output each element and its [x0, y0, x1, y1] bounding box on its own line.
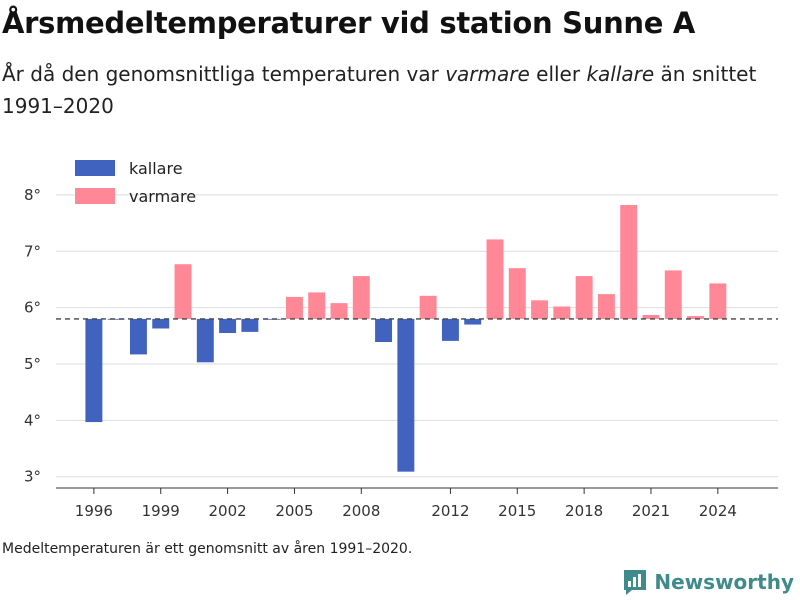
bar-2021 [642, 314, 660, 319]
bar-2003 [241, 318, 259, 332]
legend-label-warmer: varmare [129, 187, 196, 206]
bar-1997 [107, 318, 125, 320]
subtitle-text-3: än snittet 1991–2020 [2, 62, 757, 118]
bar-2016 [531, 300, 549, 319]
bar-2013 [464, 318, 482, 325]
footnote: Medeltemperaturen är ett genomsnitt av å… [2, 541, 413, 557]
y-tick-label: 6° [24, 299, 41, 317]
x-tick-label: 2005 [275, 502, 313, 520]
newsworthy-logo-icon [624, 570, 647, 595]
brand: Newsworthy [622, 568, 794, 596]
chart-subtitle: År då den genomsnittliga temperaturen va… [2, 58, 792, 122]
bar-2011 [419, 295, 437, 319]
legend-swatch-warmer [75, 188, 115, 204]
temperature-bar-chart: 3° 4° 5° 6° 7° 8° 1996 1999 2002 2005 2008 2012 2015… [24, 159, 778, 520]
x-tick-label: 2008 [342, 502, 380, 520]
bar-2014 [486, 239, 504, 319]
y-tick-label: 4° [24, 411, 41, 429]
chart-title: Årsmedeltemperaturer vid station Sunne A [2, 6, 696, 40]
x-tick-label: 2015 [498, 502, 536, 520]
y-tick-label: 5° [24, 355, 41, 373]
bar-2009 [375, 318, 393, 343]
legend: kallare varmare [75, 159, 196, 206]
bar-2020 [620, 205, 638, 319]
bar-2010 [397, 318, 415, 472]
y-tick-label: 3° [24, 468, 41, 486]
subtitle-colder: kallare [586, 62, 655, 86]
x-tick-label: 1996 [75, 502, 113, 520]
bar-2022 [664, 270, 682, 319]
bar-1998 [129, 318, 147, 355]
grid-lines [56, 194, 778, 478]
bar-2002 [219, 318, 237, 333]
bar-1999 [152, 318, 170, 329]
brand-name: Newsworthy [654, 570, 794, 594]
bar-2015 [508, 268, 526, 319]
bar-2000 [174, 264, 192, 319]
subtitle-text-2: eller [529, 62, 587, 86]
bar-2018 [575, 276, 593, 319]
x-tick-label: 2024 [699, 502, 737, 520]
bar-2005 [285, 296, 303, 319]
bar-2023 [687, 316, 705, 319]
bar-2007 [330, 303, 348, 319]
axes: 3° 4° 5° 6° 7° 8° 1996 1999 2002 2005 2008 2012 2015… [24, 186, 778, 520]
subtitle-text-1: År då den genomsnittliga temperaturen va… [2, 62, 446, 86]
x-tick-label: 2002 [208, 502, 246, 520]
legend-swatch-colder [75, 160, 115, 176]
bar-2008 [352, 276, 370, 319]
x-tick-label: 2012 [431, 502, 469, 520]
bar-2017 [553, 306, 571, 319]
bar-2006 [308, 292, 326, 319]
x-tick-label: 2021 [632, 502, 670, 520]
x-tick-label: 2018 [565, 502, 603, 520]
legend-label-colder: kallare [129, 159, 183, 178]
x-tick-label: 1999 [142, 502, 180, 520]
bars [85, 205, 727, 472]
bar-2019 [597, 294, 615, 319]
y-tick-label: 8° [24, 186, 41, 204]
subtitle-warmer: varmare [445, 62, 530, 86]
bar-2001 [196, 318, 214, 363]
y-tick-label: 7° [24, 242, 41, 260]
bar-1996 [85, 318, 103, 423]
bar-2012 [441, 318, 459, 341]
bar-2024 [709, 283, 727, 319]
